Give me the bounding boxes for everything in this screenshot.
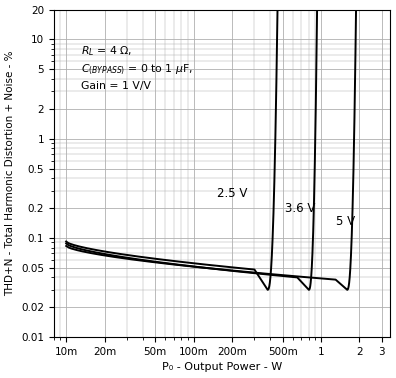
X-axis label: P₀ - Output Power - W: P₀ - Output Power - W <box>162 363 282 372</box>
Text: 3.6 V: 3.6 V <box>285 201 315 215</box>
Text: 2.5 V: 2.5 V <box>217 187 247 200</box>
Y-axis label: THD+N - Total Harmonic Distortion + Noise - %: THD+N - Total Harmonic Distortion + Nois… <box>6 51 15 296</box>
Text: 5 V: 5 V <box>336 215 355 228</box>
Text: $R_L$ = 4 $\Omega$,
$C_{(BYPASS)}$ = 0 to 1 $\mu$F,
Gain = 1 V/V: $R_L$ = 4 $\Omega$, $C_{(BYPASS)}$ = 0 t… <box>81 44 192 91</box>
